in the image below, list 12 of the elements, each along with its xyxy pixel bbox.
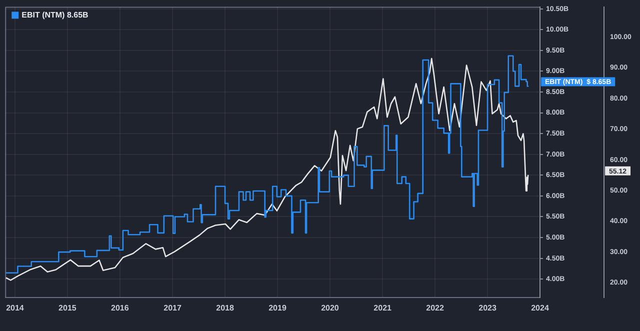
x-tick-label: 2024 — [531, 303, 550, 312]
x-tick-label: 2017 — [164, 303, 182, 312]
x-tick-label: 2023 — [478, 303, 497, 312]
x-tick-label: 2016 — [111, 303, 130, 312]
x-tick-label: 2014 — [6, 303, 24, 312]
x-tick-label: 2019 — [268, 303, 287, 312]
x-tick-label: 2020 — [321, 303, 340, 312]
legend-label: EBIT (NTM) 8.65B — [22, 10, 89, 20]
x-tick-label: 2018 — [216, 303, 234, 312]
x-tick-label: 2015 — [58, 303, 77, 312]
x-tick-label: 2022 — [426, 303, 444, 312]
x-tick-label: 2021 — [374, 303, 392, 312]
